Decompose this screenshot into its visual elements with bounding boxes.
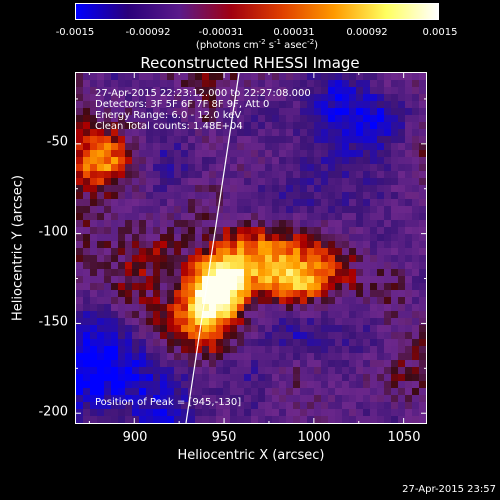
y-tick-label: -100 — [38, 224, 68, 240]
time-range-text: 27-Apr-2015 22:23:12.000 to 22:27:08.000 — [95, 88, 311, 99]
colorbar — [75, 3, 439, 20]
colorbar-units: (photons cm-2 s-1 asec-2) — [195, 38, 319, 51]
colorbar-tick: 0.0015 — [422, 27, 458, 38]
image-title: Reconstructed RHESSI Image — [140, 54, 360, 72]
solar-limb-line — [185, 73, 240, 423]
plot-frame — [75, 72, 427, 424]
clean-counts-text: Clean Total counts: 1.48E+04 — [95, 121, 243, 132]
x-tick-label: 1000 — [297, 430, 331, 445]
x-tick-label: 900 — [122, 430, 148, 445]
colorbar-tick: 0.00092 — [346, 27, 388, 38]
heatmap-overlay — [185, 73, 240, 423]
energy-range-text: Energy Range: 6.0 - 12.0 keV — [95, 110, 242, 121]
detectors-text: Detectors: 3F 5F 6F 7F 8F 9F, Att 0 — [95, 99, 270, 110]
y-tick-label: -200 — [38, 404, 68, 420]
x-tick-label: 950 — [211, 430, 237, 445]
colorbar-tick: -0.0015 — [55, 27, 95, 38]
x-axis-label: Heliocentric X (arcsec) — [177, 448, 325, 463]
colorbar-tick: 0.00031 — [273, 27, 315, 38]
x-tick-label: 1050 — [387, 430, 421, 445]
y-axis-label: Heliocentric Y (arcsec) — [10, 175, 26, 321]
y-tick-label: -50 — [46, 134, 68, 150]
colorbar-tick: -0.00031 — [198, 27, 244, 38]
colorbar-tick: -0.00092 — [125, 27, 171, 38]
footer-timestamp: 27-Apr-2015 23:57 — [402, 484, 496, 495]
axis-ticks — [75, 72, 427, 424]
y-tick-label: -150 — [38, 314, 68, 330]
rhessi-heatmap — [76, 73, 426, 423]
peak-position-text: Position of Peak = [945,-130] — [95, 397, 242, 408]
